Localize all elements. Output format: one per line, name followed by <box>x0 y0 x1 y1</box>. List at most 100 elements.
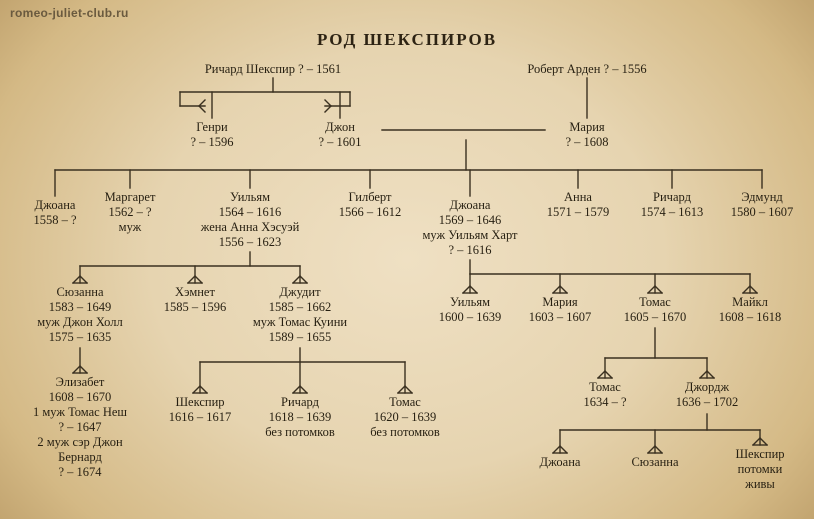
node-text: Джоана <box>540 455 581 470</box>
node-text: 1 муж Томас Неш <box>33 405 127 420</box>
node-text: Хэмнет <box>164 285 227 300</box>
node-text: Томас <box>583 380 626 395</box>
node-text: ? – 1674 <box>33 465 127 480</box>
node-text: муж Джон Холл <box>37 315 122 330</box>
node-text: Генри <box>190 120 233 135</box>
node-text: 1585 – 1662 <box>253 300 347 315</box>
node-william: Уильям1564 – 1616жена Анна Хэсуэй1556 – … <box>201 190 300 250</box>
node-text: 1605 – 1670 <box>624 310 687 325</box>
node-text: Томас <box>624 295 687 310</box>
node-text: живы <box>735 477 784 492</box>
node-shk_desc: Шекспирпотомкиживы <box>735 447 784 492</box>
node-text: Джудит <box>253 285 347 300</box>
node-henry: Генри? – 1596 <box>190 120 233 150</box>
node-text: Сюзанна <box>37 285 122 300</box>
node-text: Мария <box>529 295 592 310</box>
node-text: Джоана <box>33 198 76 213</box>
node-text: ? – 1647 <box>33 420 127 435</box>
node-text: 1608 – 1670 <box>33 390 127 405</box>
node-text: 1556 – 1623 <box>201 235 300 250</box>
node-text: 1600 – 1639 <box>439 310 502 325</box>
node-mi_hart: Майкл1608 – 1618 <box>719 295 782 325</box>
node-text: Джордж <box>676 380 739 395</box>
node-text: 1608 – 1618 <box>719 310 782 325</box>
node-text: 1575 – 1635 <box>37 330 122 345</box>
node-text: Эдмунд <box>731 190 794 205</box>
node-text: 1562 – ? <box>105 205 156 220</box>
node-richard: Ричард1574 – 1613 <box>641 190 704 220</box>
node-text: ? – 1596 <box>190 135 233 150</box>
node-text: 1583 – 1649 <box>37 300 122 315</box>
node-text: муж <box>105 220 156 235</box>
node-text: 1603 – 1607 <box>529 310 592 325</box>
node-anne: Анна1571 – 1579 <box>547 190 610 220</box>
node-robert_arden: Роберт Арден ? – 1556 <box>527 62 646 77</box>
node-text: потомки <box>735 462 784 477</box>
node-gilbert: Гилберт1566 – 1612 <box>339 190 402 220</box>
node-text: 1569 – 1646 <box>422 213 517 228</box>
node-text: 1618 – 1639 <box>265 410 335 425</box>
node-text: 1585 – 1596 <box>164 300 227 315</box>
node-text: муж Уильям Харт <box>422 228 517 243</box>
node-text: 1571 – 1579 <box>547 205 610 220</box>
node-text: Ричард Шекспир ? – 1561 <box>205 62 341 77</box>
node-text: Бернард <box>33 450 127 465</box>
node-text: Майкл <box>719 295 782 310</box>
node-t_hart: Томас1605 – 1670 <box>624 295 687 325</box>
node-richard_sr: Ричард Шекспир ? – 1561 <box>205 62 341 77</box>
node-m_hart: Мария1603 – 1607 <box>529 295 592 325</box>
node-thomas_q: Томас1620 – 1639без потомков <box>370 395 440 440</box>
node-richard_q: Ричард1618 – 1639без потомков <box>265 395 335 440</box>
node-text: 1634 – ? <box>583 395 626 410</box>
node-text: Ричард <box>641 190 704 205</box>
node-text: Маргарет <box>105 190 156 205</box>
node-text: Сюзанна <box>631 455 678 470</box>
node-susanna: Сюзанна1583 – 1649муж Джон Холл1575 – 16… <box>37 285 122 345</box>
node-w_hart: Уильям1600 – 1639 <box>439 295 502 325</box>
node-text: Анна <box>547 190 610 205</box>
node-text: 1566 – 1612 <box>339 205 402 220</box>
node-text: Уильям <box>439 295 502 310</box>
node-text: без потомков <box>265 425 335 440</box>
node-text: жена Анна Хэсуэй <box>201 220 300 235</box>
node-text: ? – 1616 <box>422 243 517 258</box>
node-text: 1589 – 1655 <box>253 330 347 345</box>
node-text: 1580 – 1607 <box>731 205 794 220</box>
node-text: Гилберт <box>339 190 402 205</box>
node-text: 1616 – 1617 <box>169 410 232 425</box>
node-john: Джон? – 1601 <box>318 120 361 150</box>
node-judith: Джудит1585 – 1662муж Томас Куини1589 – 1… <box>253 285 347 345</box>
node-elizabeth: Элизабет1608 – 16701 муж Томас Неш? – 16… <box>33 375 127 480</box>
node-text: Роберт Арден ? – 1556 <box>527 62 646 77</box>
node-text: 1558 – ? <box>33 213 76 228</box>
node-text: Джон <box>318 120 361 135</box>
node-text: 1636 – 1702 <box>676 395 739 410</box>
node-joana_g: Джоана <box>540 455 581 470</box>
node-margaret: Маргарет1562 – ?муж <box>105 190 156 235</box>
node-text: 1620 – 1639 <box>370 410 440 425</box>
node-text: Джоана <box>422 198 517 213</box>
node-text: Элизабет <box>33 375 127 390</box>
node-text: Мария <box>565 120 608 135</box>
node-hamnet: Хэмнет1585 – 1596 <box>164 285 227 315</box>
node-text: 2 муж сэр Джон <box>33 435 127 450</box>
node-text: без потомков <box>370 425 440 440</box>
node-text: Томас <box>370 395 440 410</box>
node-text: 1574 – 1613 <box>641 205 704 220</box>
node-edmund: Эдмунд1580 – 1607 <box>731 190 794 220</box>
node-shakespeare_q: Шекспир1616 – 1617 <box>169 395 232 425</box>
node-joan1: Джоана1558 – ? <box>33 198 76 228</box>
node-text: Шекспир <box>169 395 232 410</box>
node-joan2: Джоана1569 – 1646муж Уильям Харт? – 1616 <box>422 198 517 258</box>
node-text: муж Томас Куини <box>253 315 347 330</box>
node-text: Уильям <box>201 190 300 205</box>
node-text: ? – 1601 <box>318 135 361 150</box>
node-susanna_g: Сюзанна <box>631 455 678 470</box>
node-mary: Мария? – 1608 <box>565 120 608 150</box>
node-george_h: Джордж1636 – 1702 <box>676 380 739 410</box>
node-text: Шекспир <box>735 447 784 462</box>
node-text: ? – 1608 <box>565 135 608 150</box>
node-thomas_h2: Томас1634 – ? <box>583 380 626 410</box>
node-text: 1564 – 1616 <box>201 205 300 220</box>
node-text: Ричард <box>265 395 335 410</box>
